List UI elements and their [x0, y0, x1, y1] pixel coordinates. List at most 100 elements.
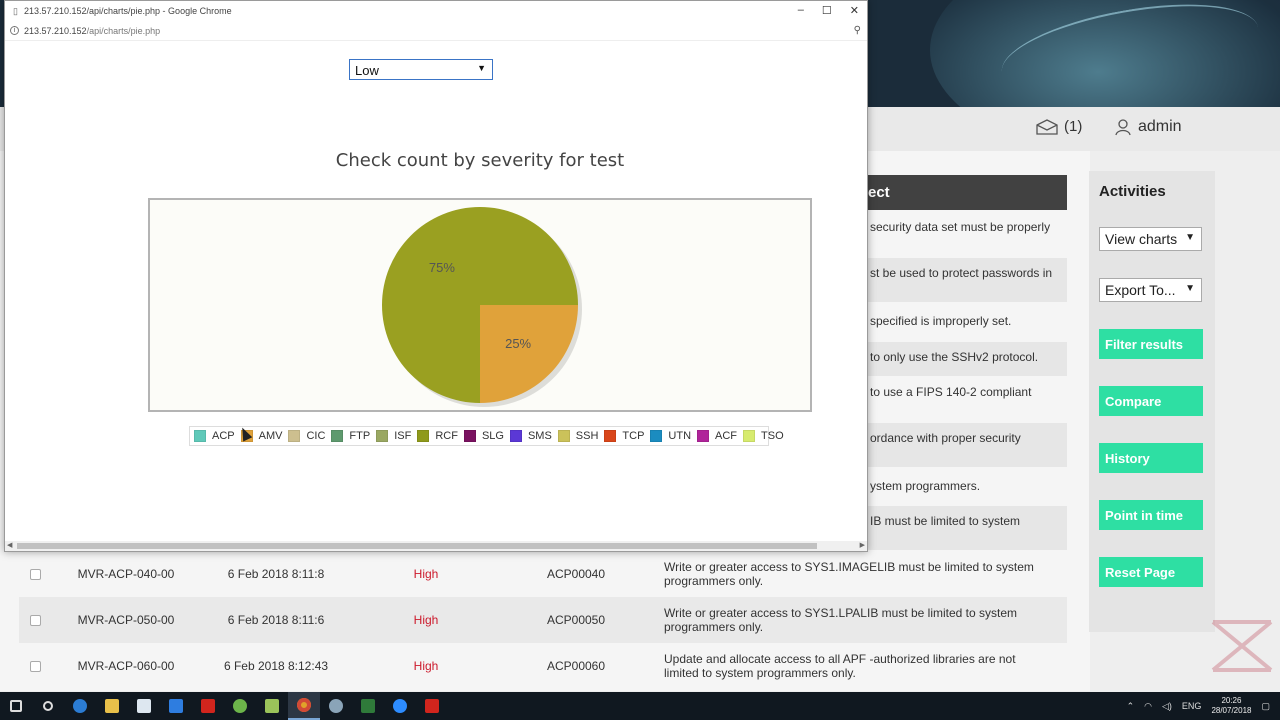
legend-swatch — [463, 430, 476, 442]
clock[interactable]: 20:26 28/07/2018 — [1211, 696, 1251, 716]
legend-item[interactable]: CIC — [288, 430, 325, 442]
legend-item[interactable]: SSH — [557, 430, 598, 442]
row-checkbox[interactable] — [19, 660, 51, 672]
legend-item[interactable]: ACP — [194, 430, 235, 442]
check-id: MVR-ACP-040-00 — [77, 567, 175, 581]
clock-date: 28/07/2018 — [1211, 706, 1252, 715]
page-icon: ▯ — [13, 5, 18, 16]
notepad-icon[interactable] — [256, 692, 288, 720]
pie-slice[interactable] — [480, 305, 578, 403]
network-app-icon[interactable] — [320, 692, 352, 720]
table-row[interactable]: MVR-ACP-050-00 6 Feb 2018 8:11:6 High AC… — [19, 597, 1067, 643]
zoom-icon[interactable]: ⚲ — [853, 25, 861, 36]
scroll-left-icon[interactable]: ◀ — [7, 542, 13, 549]
store-icon[interactable] — [128, 692, 160, 720]
legend-item[interactable]: TSO — [743, 430, 784, 442]
tray-chevron-icon[interactable]: ⌃ — [1126, 700, 1135, 711]
legend-label: ISF — [394, 430, 412, 442]
dropdown-arrow-icon: ▼ — [1185, 232, 1195, 243]
edge-browser-icon[interactable] — [64, 692, 96, 720]
severity-select-value: Low — [355, 63, 379, 78]
description-column-header: ect — [860, 175, 1067, 210]
start-button[interactable] — [0, 692, 32, 720]
header-decoration — [930, 0, 1280, 107]
legend-item[interactable]: AMV — [240, 430, 282, 442]
volume-icon[interactable]: ◁) — [1162, 700, 1172, 711]
legend-item[interactable]: ACF — [697, 430, 737, 442]
address-bar[interactable]: i 213.57.210.152 /api/charts/pie.php ⚲ — [5, 21, 867, 41]
notifications-icon[interactable]: ▢ — [1261, 700, 1270, 711]
scrollbar-thumb[interactable] — [17, 543, 817, 549]
compare-button[interactable]: Compare — [1099, 386, 1203, 416]
wifi-icon[interactable]: ◠ — [1144, 700, 1152, 711]
maximize-icon[interactable]: ☐ — [821, 5, 832, 17]
row-checkbox[interactable] — [19, 568, 51, 580]
legend-swatch — [331, 430, 344, 442]
chart-title: Check count by severity for test — [335, 150, 625, 171]
user-icon — [1115, 119, 1131, 136]
history-button[interactable]: History — [1099, 443, 1203, 473]
legend-item[interactable]: TCP — [604, 430, 644, 442]
zoom-app-icon[interactable] — [384, 692, 416, 720]
dropbox-icon[interactable] — [160, 692, 192, 720]
activities-title: Activities — [1099, 183, 1166, 200]
minimize-icon[interactable]: – — [797, 4, 804, 16]
file-explorer-icon[interactable] — [96, 692, 128, 720]
close-icon[interactable]: ✕ — [849, 5, 859, 17]
terminal-icon[interactable] — [352, 692, 384, 720]
chrome-icon[interactable] — [288, 692, 320, 720]
legend-swatch — [417, 430, 430, 442]
legend-label: TSO — [761, 430, 784, 442]
view-charts-select[interactable]: View charts ▼ — [1099, 227, 1202, 251]
check-id: MVR-ACP-060-00 — [77, 659, 175, 673]
check-code: ACP00040 — [546, 567, 606, 581]
export-to-select[interactable]: Export To... ▼ — [1099, 278, 1202, 302]
export-to-value: Export To... — [1105, 282, 1176, 298]
paint-icon[interactable] — [224, 692, 256, 720]
table-row[interactable]: MVR-ACP-040-00 6 Feb 2018 8:11:8 High AC… — [19, 551, 1067, 597]
severity-label: High — [413, 659, 439, 673]
check-description: Write or greater access to SYS1.IMAGELIB… — [664, 560, 1034, 588]
check-date: 6 Feb 2018 8:11:6 — [227, 613, 325, 627]
url-path: /api/charts/pie.php — [86, 25, 161, 36]
powerpoint-icon[interactable] — [416, 692, 448, 720]
legend-swatch — [697, 430, 710, 442]
taskbar: ⌃ ◠ ◁) ENG 20:26 28/07/2018 ▢ — [0, 692, 1280, 720]
legend-item[interactable]: RCF — [417, 430, 458, 442]
legend-item[interactable]: SLG — [463, 430, 504, 442]
point-in-time-button[interactable]: Point in time — [1099, 500, 1203, 530]
window-title: 213.57.210.152/api/charts/pie.php - Goog… — [23, 6, 232, 16]
description-text: ystem programmers. — [870, 479, 981, 493]
legend-item[interactable]: ISF — [376, 430, 411, 442]
envelope-icon — [1036, 118, 1058, 135]
check-id: MVR-ACP-050-00 — [77, 613, 175, 627]
legend-swatch — [604, 430, 617, 442]
severity-label: High — [413, 613, 439, 627]
row-checkbox[interactable] — [19, 614, 51, 626]
check-date: 6 Feb 2018 8:12:43 — [223, 659, 329, 673]
pie-slice-label: 25% — [505, 336, 531, 351]
user-menu[interactable]: admin — [1114, 118, 1182, 136]
chart-legend: ACP AMV CIC FTP ISF RCF SLG SMS SSH TCP UTN ACF TSO — [189, 426, 784, 446]
legend-label: SLG — [481, 430, 504, 442]
table-row[interactable]: MVR-ACP-060-00 6 Feb 2018 8:12:43 High A… — [19, 643, 1067, 689]
filter-results-button[interactable]: Filter results — [1099, 329, 1203, 359]
info-icon[interactable]: i — [10, 26, 19, 35]
severity-select[interactable]: Low ▼ — [349, 59, 493, 80]
legend-swatch — [376, 430, 389, 442]
scroll-right-icon[interactable]: ▶ — [859, 542, 865, 549]
window-titlebar[interactable]: ▯ 213.57.210.152/api/charts/pie.php - Go… — [5, 1, 867, 21]
description-text: ordance with proper security — [860, 423, 1067, 467]
reset-page-button[interactable]: Reset Page — [1099, 557, 1203, 587]
horizontal-scrollbar[interactable]: ◀ ▶ — [5, 541, 867, 551]
search-icon[interactable] — [32, 692, 64, 720]
language-indicator[interactable]: ENG — [1181, 701, 1202, 711]
legend-item[interactable]: SMS — [509, 430, 552, 442]
messages-button[interactable]: (1) — [1036, 118, 1082, 135]
url-host: 213.57.210.152 — [24, 25, 87, 36]
legend-label: SMS — [527, 430, 552, 442]
legend-item[interactable]: UTN — [650, 430, 691, 442]
acrobat-icon[interactable] — [192, 692, 224, 720]
severity-label: High — [413, 567, 439, 581]
legend-item[interactable]: FTP — [331, 430, 370, 442]
